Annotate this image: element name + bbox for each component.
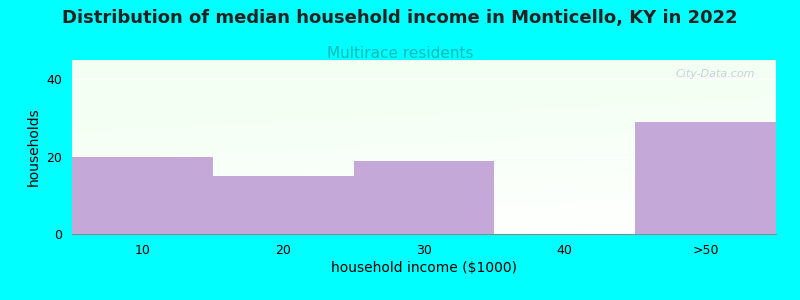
Text: City-Data.com: City-Data.com [675, 69, 755, 79]
Bar [635, 122, 776, 234]
Bar [354, 160, 494, 234]
Bar [213, 176, 354, 234]
Text: Multirace residents: Multirace residents [326, 46, 474, 62]
Bar [72, 157, 213, 234]
Text: Distribution of median household income in Monticello, KY in 2022: Distribution of median household income … [62, 9, 738, 27]
X-axis label: household income ($1000): household income ($1000) [331, 261, 517, 275]
Y-axis label: households: households [27, 108, 41, 186]
